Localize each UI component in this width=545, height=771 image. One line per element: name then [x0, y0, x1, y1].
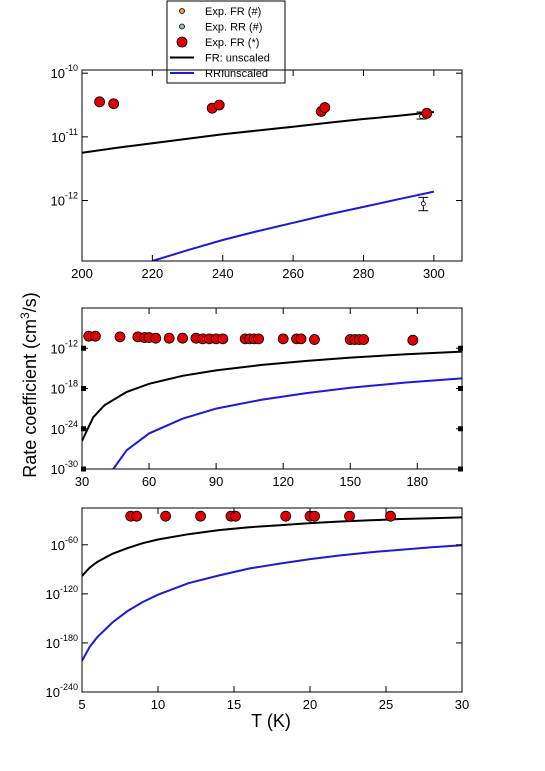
series-fr-top — [82, 111, 435, 154]
panel-bottom: 5 10 15 20 25 30 10-240 10-180 10-120 10-60 — [46, 507, 469, 712]
x-axis-title: T (K) — [251, 711, 291, 731]
exp-point-bottom-10 — [385, 510, 396, 522]
y-tick-marker-0 — [81, 466, 86, 472]
legend: Exp. FR (#) Exp. RR (#) Exp. FR (*) FR: uns… — [166, 0, 286, 84]
x-tick-label-bottom-1: 10 — [151, 697, 165, 712]
y-tick-label-top-0: 10-12 — [51, 191, 78, 209]
exp-point-top-6 — [421, 107, 433, 119]
y-tick-label-bottom-0: 10-240 — [46, 682, 78, 700]
exp-point-middle-17 — [253, 333, 264, 345]
exp-point-top-1 — [108, 98, 120, 110]
x-tick-label-top-0: 200 — [71, 266, 93, 281]
legend-label-0: Exp. FR (#) — [205, 6, 261, 18]
y-tick-label-bottom-2: 10-120 — [46, 584, 78, 602]
exp-point-bottom-2 — [160, 510, 172, 522]
y-axis-title-superscript: 3 — [18, 312, 32, 319]
x-tick-label-bottom-4: 25 — [379, 697, 393, 712]
legend-marker-0 — [179, 8, 185, 14]
y-tick-label-top-2: 10-10 — [51, 63, 78, 81]
exp-point-middle-1 — [90, 330, 101, 342]
exp-point-bottom-8 — [309, 510, 320, 522]
x-tick-label-bottom-3: 20 — [303, 697, 317, 712]
exp-point-bottom-3 — [195, 510, 206, 522]
exp-point-middle-25 — [358, 334, 370, 345]
y-tick-marker-right-0 — [458, 466, 463, 472]
y-tick-marker-right-3 — [458, 345, 463, 351]
legend-label-4: RR:unscaled — [205, 68, 268, 80]
y-tick-marker-2 — [81, 386, 86, 391]
exp-point-top-5 — [319, 102, 331, 113]
exp-point-top-3 — [213, 99, 225, 111]
exp-point-middle-26 — [407, 334, 419, 346]
y-axis-title-tail: /s) — [20, 292, 40, 312]
x-tick-label-middle-0: 30 — [75, 474, 89, 489]
y-tick-label-middle-3: 10-12 — [51, 338, 78, 356]
y-axis-title: Rate coefficient (cm3/s) — [18, 292, 40, 477]
y-tick-label-middle-1: 10-24 — [51, 419, 78, 437]
exp-point-middle-2 — [114, 331, 126, 343]
legend-marker-1 — [179, 23, 185, 30]
exp-point-middle-21 — [309, 334, 320, 345]
y-tick-label-middle-0: 10-30 — [51, 459, 78, 477]
exp-point-top-0 — [94, 96, 105, 108]
y-tick-marker-right-1 — [458, 426, 463, 432]
x-tick-label-top-3: 260 — [282, 266, 304, 281]
error-bar-point-1 — [420, 201, 426, 207]
series-fr-bottom — [82, 516, 462, 577]
exp-point-middle-6 — [150, 332, 162, 344]
x-tick-label-top-5: 300 — [423, 266, 445, 281]
exp-point-bottom-6 — [280, 510, 292, 522]
exp-point-middle-18 — [277, 333, 289, 345]
x-tick-label-top-2: 240 — [212, 266, 234, 281]
plot-frame-top — [81, 69, 463, 262]
y-tick-label-top-1: 10-11 — [51, 127, 78, 145]
series-rr-middle — [112, 377, 462, 469]
panel-top: 200 220 240 260 280 300 10-12 10-11 10-10 — [51, 63, 463, 281]
exp-point-middle-7 — [163, 332, 175, 344]
exp-point-middle-13 — [217, 333, 229, 345]
y-tick-marker-right-2 — [458, 386, 463, 391]
series-fr-middle — [82, 350, 462, 442]
exp-point-bottom-9 — [344, 510, 355, 522]
series-rr-top — [152, 190, 435, 261]
x-tick-label-bottom-0: 5 — [78, 697, 85, 712]
legend-label-1: Exp. RR (#) — [205, 22, 262, 34]
exp-point-bottom-5 — [230, 510, 241, 522]
legend-label-2: Exp. FR (*) — [205, 37, 259, 49]
x-tick-label-middle-1: 60 — [142, 474, 156, 489]
legend-marker-2 — [176, 36, 188, 48]
y-tick-label-middle-2: 10-18 — [51, 379, 78, 397]
y-tick-label-bottom-3: 10-60 — [51, 535, 78, 553]
x-tick-label-middle-2: 90 — [209, 474, 223, 489]
y-tick-label-bottom-1: 10-180 — [46, 633, 78, 651]
y-tick-marker-1 — [81, 426, 86, 432]
x-tick-label-top-1: 220 — [142, 266, 164, 281]
x-tick-label-bottom-5: 30 — [455, 697, 469, 712]
x-tick-label-bottom-2: 15 — [227, 697, 241, 712]
x-tick-label-middle-3: 120 — [272, 474, 294, 489]
y-tick-marker-3 — [81, 345, 86, 351]
legend-label-3: FR: unscaled — [205, 53, 270, 65]
exp-point-middle-20 — [295, 333, 307, 345]
x-tick-label-middle-5: 180 — [406, 474, 428, 489]
x-tick-label-middle-4: 150 — [339, 474, 361, 489]
series-rr-bottom — [82, 544, 462, 662]
panel-middle: 30 60 90 120 150 180 10-30 10-24 10-18 10-12 — [51, 307, 463, 489]
plot-frame-bottom — [81, 507, 463, 693]
exp-point-middle-8 — [177, 332, 188, 344]
exp-point-bottom-1 — [131, 510, 143, 522]
x-tick-label-top-4: 280 — [353, 266, 375, 281]
